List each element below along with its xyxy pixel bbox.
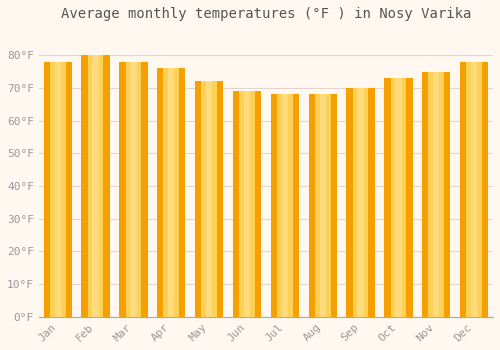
Bar [353,88,368,317]
Bar [396,78,402,317]
Bar [202,81,217,317]
Bar [130,62,136,317]
Bar [384,78,412,317]
Title: Average monthly temperatures (°F ) in Nosy Varika: Average monthly temperatures (°F ) in No… [60,7,471,21]
Bar [82,55,110,317]
Bar [50,62,66,317]
Bar [54,62,61,317]
Bar [119,62,148,317]
Bar [92,55,98,317]
Bar [168,68,174,317]
Bar [282,94,288,317]
Bar [244,91,250,317]
Bar [466,62,482,317]
Bar [277,94,292,317]
Bar [239,91,255,317]
Bar [88,55,104,317]
Bar [358,88,364,317]
Bar [433,71,440,317]
Bar [157,68,186,317]
Bar [460,62,488,317]
Bar [195,81,224,317]
Bar [233,91,261,317]
Bar [422,71,450,317]
Bar [44,62,72,317]
Bar [320,94,326,317]
Bar [315,94,330,317]
Bar [390,78,406,317]
Bar [206,81,212,317]
Bar [164,68,179,317]
Bar [270,94,299,317]
Bar [428,71,444,317]
Bar [126,62,141,317]
Bar [346,88,375,317]
Bar [308,94,337,317]
Bar [471,62,478,317]
